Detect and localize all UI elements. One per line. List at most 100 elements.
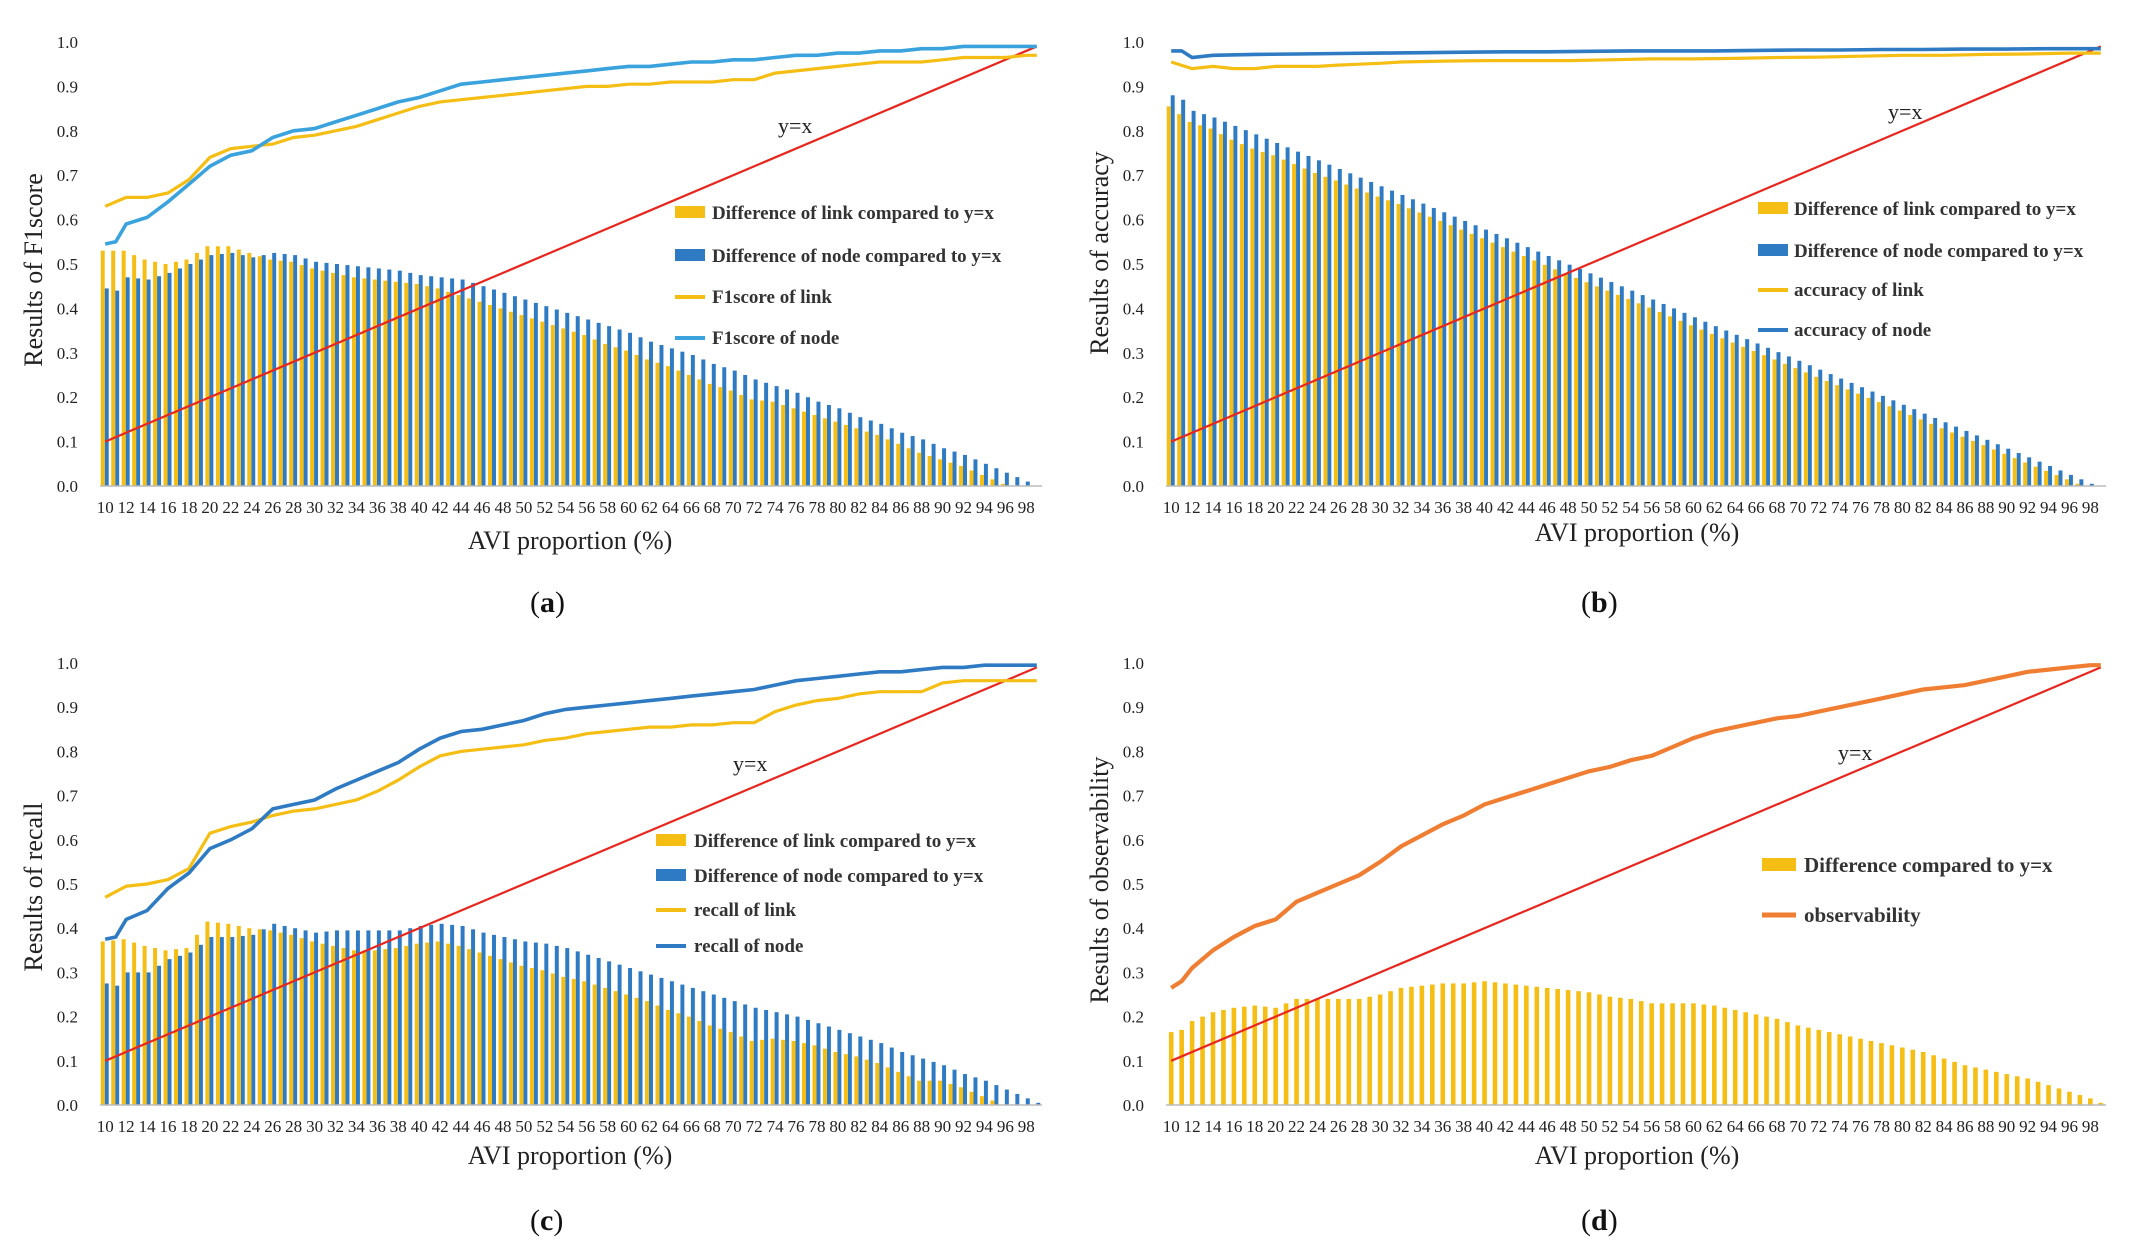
chart-c-link-bar-52 bbox=[540, 970, 545, 1105]
chart-a-node-bar-85 bbox=[889, 428, 894, 486]
chart-b-link-bar-50 bbox=[1584, 282, 1589, 486]
chart-d-ytick-0: 0.0 bbox=[1123, 1096, 1144, 1115]
chart-a-xtick-32: 74 bbox=[767, 498, 785, 517]
chart-a-xtick-19: 48 bbox=[494, 498, 511, 517]
chart-a-link-bar-92 bbox=[959, 466, 963, 486]
chart-a-node-bar-80 bbox=[837, 408, 842, 486]
chart-b-node-bar-95 bbox=[2058, 470, 2063, 486]
chart-b-node-bar-14 bbox=[1212, 117, 1217, 486]
chart-d-diff-bar-17 bbox=[1242, 1006, 1247, 1105]
chart-d-ytick-4: 0.4 bbox=[1123, 919, 1145, 938]
chart-a-x-ticks: 10 12 14 16 18 20 22 24 26 28 30 32 34 36 38 40 42 44 46 48… bbox=[97, 498, 1035, 517]
chart-a-yx-label: y=x bbox=[778, 113, 812, 138]
chart-c-link-bar-78 bbox=[812, 1045, 817, 1105]
chart-c-node-bar-47 bbox=[492, 934, 496, 1105]
chart-d-diff-bar-59 bbox=[1680, 1003, 1686, 1105]
chart-b-xtick-19: 48 bbox=[1560, 498, 1577, 517]
chart-d-ytick-8: 0.8 bbox=[1123, 742, 1144, 761]
chart-c-node-bar-30 bbox=[314, 932, 319, 1105]
chart-a-link-bar-80 bbox=[833, 421, 838, 486]
chart-a-legend-swatch-1 bbox=[675, 249, 705, 261]
chart-d-diff-bar-88 bbox=[1983, 1069, 1989, 1105]
chart-c-xtick-43: 96 bbox=[997, 1117, 1014, 1136]
chart-c-xtick-13: 36 bbox=[369, 1117, 386, 1136]
chart-d-diff-bar-87 bbox=[1973, 1067, 1978, 1105]
chart-b-link-bar-83 bbox=[1929, 423, 1934, 486]
chart-a-node-bar-30 bbox=[314, 261, 319, 486]
chart-d-caption-letter: d bbox=[1591, 1204, 1608, 1237]
chart-a-node-bar-37 bbox=[387, 269, 392, 486]
chart-c-xtick-17: 44 bbox=[453, 1117, 471, 1136]
chart-b-link-bar-45 bbox=[1532, 260, 1537, 486]
chart-a-node-bar-12 bbox=[125, 277, 130, 486]
chart-c-node-bar-56 bbox=[586, 954, 591, 1105]
chart-b-node-bar-44 bbox=[1525, 247, 1530, 486]
chart-a-link-bar-70 bbox=[728, 390, 733, 486]
chart-a-xtick-37: 84 bbox=[871, 498, 889, 517]
chart-a-node-bar-69 bbox=[722, 367, 727, 486]
chart-a-node-bar-38 bbox=[397, 270, 402, 486]
chart-d-diff-bar-58 bbox=[1670, 1003, 1675, 1105]
chart-c-xtick-14: 38 bbox=[390, 1117, 407, 1136]
chart-a-link-bar-75 bbox=[781, 404, 786, 486]
chart-b-xtick-18: 46 bbox=[1539, 498, 1556, 517]
chart-d-diff-bar-38 bbox=[1461, 983, 1466, 1105]
chart-c-node-bar-39 bbox=[408, 928, 413, 1105]
chart-c-node-bar-96 bbox=[1004, 1089, 1009, 1105]
chart-c-node-bar-14 bbox=[146, 972, 151, 1105]
chart-c-node-bar-97 bbox=[1015, 1093, 1020, 1105]
chart-a-xtick-38: 86 bbox=[892, 498, 909, 517]
chart-c-link-bar-26 bbox=[268, 930, 273, 1105]
chart-d-diff-bar-76 bbox=[1858, 1038, 1863, 1105]
chart-c-recall: 0.0 0.1 0.2 0.3 0.4 0.5 0.6 0.7 0.8 0.9 1.0 10 12 14… bbox=[19, 654, 1042, 1237]
chart-a-link-bar-93 bbox=[969, 470, 974, 486]
chart-c-link-bar-74 bbox=[770, 1038, 775, 1105]
chart-a-ytick-2: 0.2 bbox=[57, 388, 78, 407]
chart-c-link-bar-63 bbox=[655, 1005, 660, 1105]
chart-c-link-bar-64 bbox=[665, 1009, 670, 1105]
chart-a-link-bar-58 bbox=[603, 343, 608, 486]
chart-d-xtick-13: 36 bbox=[1434, 1117, 1451, 1136]
chart-c-node-bar-82 bbox=[858, 1036, 863, 1105]
chart-a-node-line bbox=[104, 44, 1037, 246]
chart-a-xtick-27: 64 bbox=[662, 498, 680, 517]
chart-d-xtick-18: 46 bbox=[1539, 1117, 1556, 1136]
chart-d-diff-bar-28 bbox=[1356, 998, 1362, 1105]
chart-a-node-bar-53 bbox=[554, 309, 559, 486]
chart-c-node-bar-60 bbox=[628, 967, 633, 1105]
chart-a-node-bar-92 bbox=[963, 454, 967, 486]
chart-c-link-bar-19 bbox=[194, 934, 199, 1105]
chart-d-diff-bar-43 bbox=[1513, 984, 1519, 1105]
chart-a-xtick-10: 30 bbox=[306, 498, 323, 517]
chart-a-node-bar-15 bbox=[157, 276, 162, 486]
chart-b-node-bar-51 bbox=[1598, 277, 1603, 486]
chart-b-node-bar-76 bbox=[1860, 387, 1865, 486]
chart-c-node-bar-86 bbox=[900, 1051, 905, 1105]
chart-b-xtick-28: 66 bbox=[1748, 498, 1765, 517]
chart-d-diff-bar-13 bbox=[1200, 1016, 1205, 1105]
chart-a-node-bar-74 bbox=[774, 386, 779, 486]
chart-a-ytick-1: 0.1 bbox=[57, 433, 78, 452]
chart-c-link-bar-39 bbox=[404, 945, 409, 1105]
chart-a-node-bar-48 bbox=[502, 292, 507, 486]
chart-d-diff-bar-95 bbox=[2056, 1088, 2062, 1105]
chart-b-node-bar-32 bbox=[1400, 194, 1405, 486]
chart-a-legend-1: Difference of node compared to y=x bbox=[712, 246, 1002, 267]
chart-d-legend-0: Difference compared to y=x bbox=[1804, 853, 2053, 877]
chart-a-link-bar-36 bbox=[372, 279, 377, 486]
chart-d-yx-label: y=x bbox=[1838, 740, 1872, 765]
chart-a-node-bar-87 bbox=[910, 436, 915, 486]
chart-c-link-bar-56 bbox=[582, 981, 587, 1105]
chart-d-diff-bar-35 bbox=[1430, 984, 1435, 1105]
chart-b-xtick-0: 10 bbox=[1163, 498, 1180, 517]
chart-b-node-bar-70 bbox=[1797, 360, 1802, 486]
chart-c-ytick-9: 0.9 bbox=[57, 698, 78, 717]
chart-a-link-bar-14 bbox=[142, 259, 147, 486]
chart-a-xtick-17: 44 bbox=[453, 498, 471, 517]
chart-d-xtick-0: 10 bbox=[1163, 1117, 1180, 1136]
chart-c-link-bar-75 bbox=[781, 1039, 786, 1105]
chart-b-xtick-3: 16 bbox=[1225, 498, 1242, 517]
chart-a-node-bar-17 bbox=[178, 268, 182, 486]
chart-c-node-bar-90 bbox=[942, 1065, 947, 1105]
chart-a-node-bar-61 bbox=[638, 337, 643, 486]
